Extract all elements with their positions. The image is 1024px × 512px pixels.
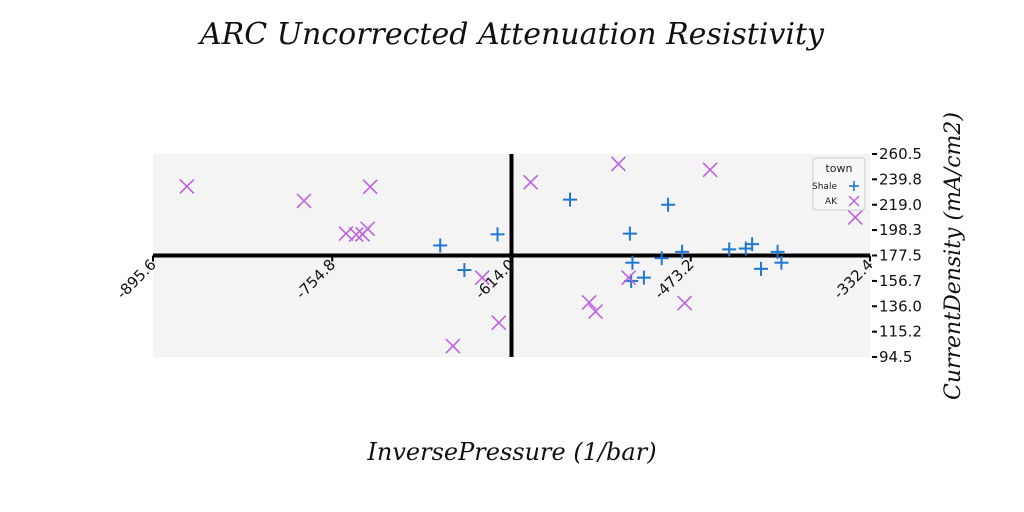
x-point <box>702 162 718 178</box>
plus-point <box>754 261 769 276</box>
y-tick-label: 94.5 <box>879 348 912 366</box>
plus-point <box>774 255 789 270</box>
plus-point <box>622 226 637 241</box>
y-tick-label: 136.0 <box>879 297 922 315</box>
x-point <box>348 227 364 243</box>
plus-point <box>490 227 505 242</box>
x-point <box>621 270 637 286</box>
x-point <box>677 295 693 311</box>
data-marks <box>179 156 863 354</box>
y-tick-label: 260.5 <box>879 145 922 163</box>
plus-point <box>745 237 760 252</box>
plus-point <box>770 244 785 259</box>
plus-point <box>661 197 676 212</box>
y-tick-label: 115.2 <box>879 323 922 341</box>
x-point <box>581 294 597 311</box>
chart-title: ARC Uncorrected Attenuation Resistivity <box>197 17 825 52</box>
x-point <box>523 174 539 190</box>
x-point <box>360 221 376 237</box>
x-point <box>610 156 627 172</box>
y-tick-label: 239.8 <box>879 170 922 188</box>
legend-title: town <box>825 162 852 175</box>
x-point <box>179 178 195 194</box>
legend-entry-label: Shale <box>812 182 837 192</box>
plus-point <box>722 242 737 257</box>
y-tick-label: 177.5 <box>879 247 922 265</box>
plus-point <box>636 270 651 285</box>
plus-point <box>433 238 448 253</box>
legend-box <box>812 157 866 211</box>
x-point <box>847 209 863 226</box>
y-axis-label: CurrentDensity (mA/cm2) <box>941 112 966 400</box>
y-tick-label: 198.3 <box>879 221 922 239</box>
legend-x-marker <box>848 195 860 207</box>
x-point <box>296 193 312 209</box>
legend-plus-marker <box>849 181 859 191</box>
x-point <box>587 303 604 320</box>
x-point <box>491 315 507 331</box>
plus-point <box>563 192 578 207</box>
plus-point <box>457 263 472 278</box>
x-tick-label: -895.6 <box>113 256 160 303</box>
plus-point <box>675 244 690 259</box>
y-tick-label: 156.7 <box>879 272 922 290</box>
y-tick-label: 219.0 <box>879 196 922 214</box>
x-point <box>362 179 378 195</box>
x-point <box>445 338 461 354</box>
legend-entry-label: AK <box>825 197 838 207</box>
plus-point <box>625 255 640 270</box>
legend: town Shale AK <box>812 157 866 211</box>
x-axis-label: InversePressure (1/bar) <box>366 438 656 466</box>
plus-point <box>654 251 669 266</box>
x-point <box>474 270 490 286</box>
y-ticks: 260.5 239.8 219.0 198.3 177.5 156.7 136.0 115.2… <box>872 145 922 366</box>
